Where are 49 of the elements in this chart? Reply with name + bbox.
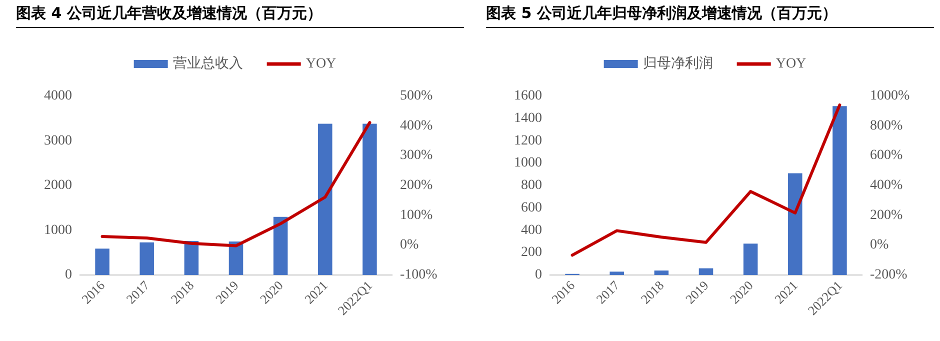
bar <box>318 124 332 275</box>
bar <box>140 242 154 275</box>
y2-tick-label: 100% <box>400 208 433 223</box>
y-tick-label: 1600 <box>514 88 542 104</box>
y-tick-label: 1400 <box>514 110 542 126</box>
bar <box>95 248 110 275</box>
legend-label: 归母净利润 <box>642 56 713 72</box>
bar <box>273 216 288 275</box>
y2-tick-label: -200% <box>870 268 908 282</box>
y-tick-label: 400 <box>521 222 542 238</box>
x-tick-label: 2021 <box>771 278 800 307</box>
chart-title: 图表 5 公司近几年归母净利润及增速情况（百万元） <box>486 4 934 28</box>
y2-tick-label: 400% <box>400 118 433 134</box>
legend-label: 营业总收入 <box>172 56 243 72</box>
y-tick-label: 200 <box>521 245 542 260</box>
y-tick-label: 2000 <box>44 178 72 193</box>
bar <box>698 268 714 275</box>
y-tick-label: 800 <box>521 178 542 193</box>
y2-tick-label: 600% <box>870 148 903 164</box>
y2-tick-label: 400% <box>870 178 903 193</box>
bar <box>362 124 377 275</box>
line-series <box>100 121 372 248</box>
y-tick-label: 1000 <box>44 222 72 238</box>
y-tick-label: 4000 <box>44 88 72 104</box>
y2-tick-label: 0% <box>870 238 889 253</box>
y2-tick-label: 300% <box>400 148 433 164</box>
legend-label: YOY <box>776 56 806 72</box>
y2-tick-label: 500% <box>400 88 433 104</box>
y-tick-label: 0 <box>535 268 542 282</box>
y-tick-label: 3000 <box>44 133 72 148</box>
legend-label: YOY <box>306 56 336 72</box>
line-series <box>570 103 842 257</box>
y2-tick-label: 200% <box>400 178 433 193</box>
chart-title: 图表 4 公司近几年营收及增速情况（百万元） <box>16 4 464 28</box>
y2-tick-label: -100% <box>400 268 438 282</box>
bar <box>788 173 802 275</box>
y-tick-label: 1200 <box>514 133 542 148</box>
y-tick-label: 0 <box>65 268 72 282</box>
bar <box>832 106 847 275</box>
y-tick-label: 600 <box>521 200 542 216</box>
y2-tick-label: 200% <box>870 208 903 223</box>
y2-tick-label: 1000% <box>870 88 910 104</box>
y-tick-label: 1000 <box>514 156 542 171</box>
y2-tick-label: 800% <box>870 118 903 134</box>
x-tick-label: 2021 <box>301 278 330 307</box>
bar <box>743 244 758 275</box>
y2-tick-label: 0% <box>400 238 419 253</box>
bar <box>610 272 624 275</box>
bar <box>654 270 669 275</box>
